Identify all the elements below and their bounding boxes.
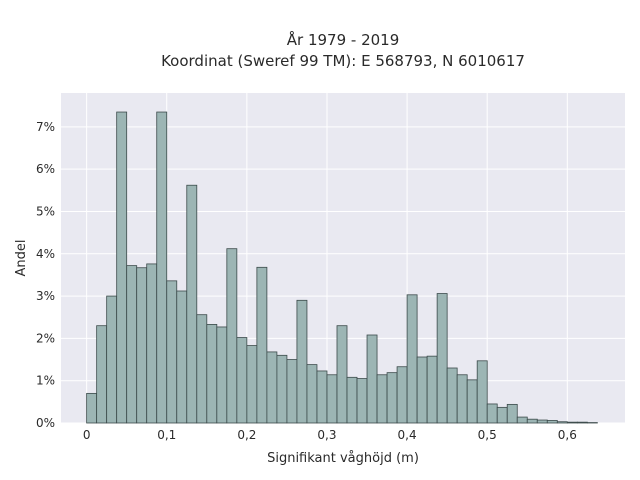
histogram-bar	[126, 265, 138, 424]
histogram-bar	[486, 403, 498, 424]
histogram-bar	[326, 374, 338, 424]
y-axis-label: Andel	[14, 240, 29, 277]
x-tick-label: 0	[83, 428, 91, 442]
chart-title-line-1: År 1979 - 2019	[287, 30, 400, 49]
histogram-bar	[246, 345, 258, 424]
histogram-bar	[416, 356, 428, 424]
histogram-bar	[176, 290, 188, 424]
x-tick-label: 0,6	[558, 428, 577, 442]
y-tick-label: 6%	[36, 162, 55, 176]
histogram-bar	[346, 376, 358, 424]
histogram-bar	[576, 421, 588, 424]
y-tick-label: 1%	[36, 374, 55, 388]
histogram-bar	[296, 299, 308, 424]
histogram-bar	[96, 325, 108, 424]
histogram-bar	[376, 374, 388, 424]
histogram-bar	[526, 418, 538, 424]
histogram-bar	[116, 111, 128, 424]
histogram-bar	[86, 392, 98, 424]
histogram-bar	[356, 378, 368, 424]
histogram-bars	[86, 111, 598, 424]
histogram-bar	[186, 184, 198, 424]
histogram-bar	[516, 416, 528, 424]
y-tick-label: 2%	[36, 331, 55, 345]
histogram-bar	[306, 364, 318, 424]
histogram-bar	[156, 111, 168, 424]
histogram-bar	[336, 325, 348, 424]
histogram-bar	[236, 337, 248, 424]
histogram-bar	[406, 294, 418, 424]
histogram-bar	[206, 324, 218, 424]
y-axis-ticks: 0% 1% 2% 3% 4% 5% 6% 7%	[36, 120, 55, 430]
histogram-bar	[256, 266, 268, 424]
histogram-bar	[496, 406, 508, 424]
histogram-bar	[466, 379, 478, 424]
chart-title-line-2: Koordinat (Sweref 99 TM): E 568793, N 60…	[161, 52, 525, 70]
histogram-bar	[436, 293, 448, 424]
histogram-bar	[316, 370, 328, 424]
histogram-bar	[166, 280, 178, 424]
histogram-bar	[426, 355, 438, 424]
histogram-bar	[506, 403, 518, 424]
y-tick-label: 7%	[36, 120, 55, 134]
x-tick-label: 0,2	[237, 428, 256, 442]
histogram-bar	[446, 367, 458, 424]
histogram-bar	[106, 295, 118, 424]
x-axis-ticks: 0 0,1 0,2 0,3 0,4 0,5 0,6	[83, 428, 577, 442]
histogram-bar	[386, 372, 398, 424]
histogram-bar	[536, 419, 548, 424]
y-tick-label: 5%	[36, 204, 55, 218]
histogram-bar	[276, 354, 288, 424]
x-axis-label: Signifikant våghöjd (m)	[267, 451, 419, 466]
histogram-bar	[456, 374, 468, 424]
histogram-bar	[366, 334, 378, 424]
histogram-bar	[566, 421, 578, 424]
histogram-bar	[396, 366, 408, 424]
histogram-bar	[556, 421, 568, 424]
x-tick-label: 0,5	[478, 428, 497, 442]
histogram-bar	[196, 314, 208, 424]
histogram-bar	[546, 420, 558, 424]
histogram-bar	[266, 351, 278, 424]
histogram-bar	[286, 359, 298, 424]
histogram-bar	[146, 263, 158, 424]
y-tick-label: 4%	[36, 247, 55, 261]
x-tick-label: 0,1	[157, 428, 176, 442]
histogram-bar	[136, 267, 148, 424]
histogram-bar	[476, 360, 488, 424]
histogram-bar	[216, 326, 228, 424]
x-tick-label: 0,4	[398, 428, 417, 442]
x-tick-label: 0,3	[317, 428, 336, 442]
y-tick-label: 0%	[36, 416, 55, 430]
y-tick-label: 3%	[36, 289, 55, 303]
histogram-bar	[226, 248, 238, 424]
